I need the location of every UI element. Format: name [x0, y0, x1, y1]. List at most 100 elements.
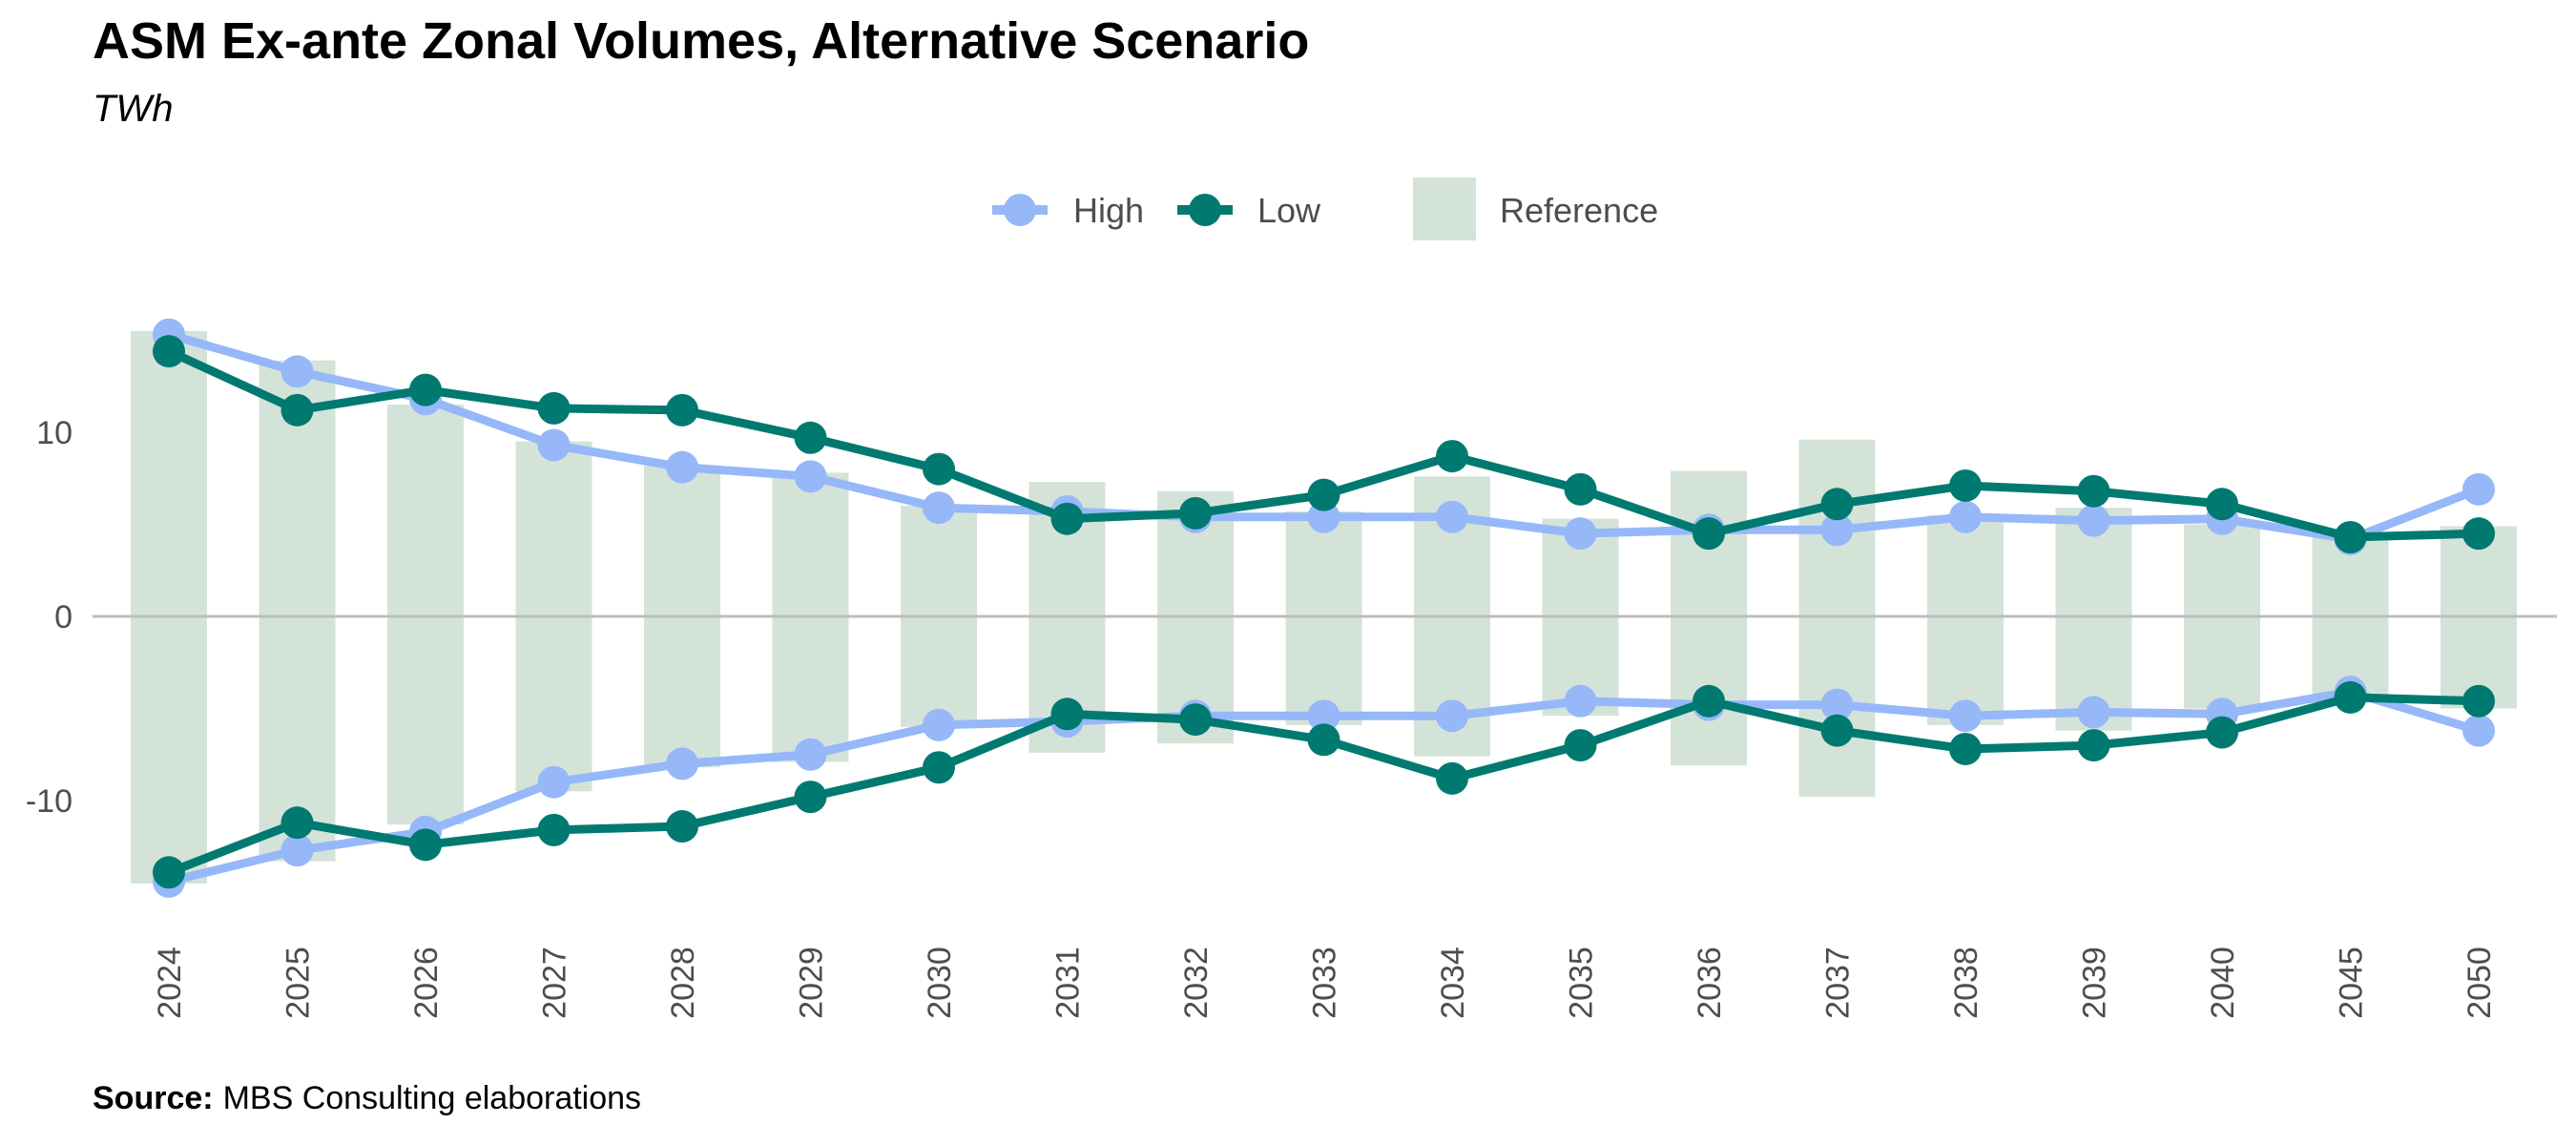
- point-low-upper-2028: [666, 393, 698, 427]
- x-tick-label-2045: 2045: [2334, 947, 2370, 1019]
- point-high-lower-2039: [2077, 696, 2110, 729]
- x-tick-label-2031: 2031: [1050, 947, 1087, 1019]
- point-low-lower-2040: [2206, 716, 2238, 749]
- point-high-upper-2050: [2462, 472, 2495, 506]
- point-high-lower-2028: [666, 747, 698, 781]
- y-tick-label: 0: [54, 599, 73, 635]
- series-low: [153, 335, 2495, 889]
- point-high-lower-2029: [794, 738, 827, 771]
- point-high-lower-2027: [537, 765, 571, 799]
- x-tick-label-2033: 2033: [1307, 947, 1343, 1019]
- point-high-lower-2035: [1564, 684, 1597, 718]
- point-low-upper-2026: [409, 373, 442, 406]
- point-low-upper-2029: [794, 421, 827, 454]
- point-low-lower-2037: [1820, 714, 1854, 747]
- point-low-upper-2034: [1436, 440, 1468, 473]
- point-low-upper-2038: [1949, 468, 1982, 502]
- reference-bar-2039: [2055, 508, 2132, 731]
- x-tick-label-2038: 2038: [1948, 947, 1984, 1019]
- legend-reference-label: Reference: [1500, 191, 1658, 230]
- legend-item-low: Low: [1177, 191, 1321, 230]
- x-tick-label-2040: 2040: [2205, 947, 2241, 1019]
- point-high-upper-2039: [2077, 504, 2110, 537]
- point-high-lower-2037: [1820, 688, 1854, 721]
- legend-high-marker: [1004, 194, 1036, 226]
- point-low-upper-2037: [1820, 488, 1854, 521]
- legend-low-marker: [1189, 194, 1221, 226]
- x-tick-label-2024: 2024: [152, 947, 188, 1019]
- x-tick-label-2034: 2034: [1435, 947, 1471, 1019]
- point-low-lower-2024: [153, 856, 185, 889]
- point-high-lower-2038: [1949, 699, 1982, 733]
- legend-low-label: Low: [1257, 191, 1321, 230]
- point-low-lower-2038: [1949, 732, 1982, 765]
- point-low-lower-2033: [1307, 723, 1340, 757]
- reference-bars: [131, 330, 2517, 884]
- point-low-lower-2035: [1564, 729, 1597, 762]
- point-low-upper-2027: [537, 391, 571, 425]
- point-low-upper-2040: [2206, 488, 2238, 521]
- point-high-lower-2034: [1436, 699, 1468, 733]
- point-high-upper-2037: [1820, 513, 1854, 547]
- y-tick-label: -10: [26, 783, 73, 820]
- legend-item-high: High: [992, 191, 1144, 230]
- point-low-upper-2036: [1693, 517, 1725, 551]
- point-low-lower-2039: [2077, 729, 2110, 762]
- point-high-lower-2050: [2462, 714, 2495, 747]
- y-tick-label: 10: [36, 415, 73, 451]
- point-low-upper-2030: [923, 452, 955, 486]
- legend: High Low Reference: [992, 177, 1658, 240]
- point-low-lower-2026: [409, 828, 442, 862]
- legend-item-reference: Reference: [1413, 177, 1658, 240]
- reference-bar-2024: [131, 330, 207, 884]
- chart-subtitle: TWh: [93, 88, 173, 130]
- x-tick-label-2028: 2028: [665, 947, 701, 1019]
- reference-bar-2026: [387, 405, 464, 825]
- plot-area: -10 0 10 2024 2025 2026 2027 2028 2029 2030 2031 20…: [26, 318, 2557, 1019]
- legend-reference-swatch: [1413, 177, 1476, 240]
- point-low-lower-2029: [794, 781, 827, 814]
- point-low-lower-2050: [2462, 684, 2495, 718]
- reference-bar-2025: [259, 360, 336, 862]
- x-tick-label-2025: 2025: [280, 947, 317, 1019]
- x-tick-label-2027: 2027: [537, 947, 573, 1019]
- point-low-upper-2025: [280, 393, 314, 427]
- x-tick-label-2029: 2029: [794, 947, 830, 1019]
- point-high-upper-2038: [1949, 500, 1982, 533]
- point-low-lower-2028: [666, 810, 698, 843]
- x-tick-label-2050: 2050: [2462, 947, 2498, 1019]
- x-tick-label-2026: 2026: [408, 947, 445, 1019]
- x-tick-label-2032: 2032: [1178, 947, 1215, 1019]
- reference-bar-2038: [1927, 514, 2004, 725]
- reference-bar-2033: [1285, 510, 1362, 725]
- point-high-upper-2029: [794, 460, 827, 493]
- x-tick-label-2036: 2036: [1692, 947, 1728, 1019]
- x-tick-label-2035: 2035: [1564, 947, 1600, 1019]
- point-high-upper-2028: [666, 450, 698, 484]
- point-high-upper-2027: [537, 428, 571, 462]
- point-high-lower-2033: [1307, 699, 1340, 733]
- source-label: Source:: [93, 1080, 214, 1116]
- point-low-lower-2025: [280, 806, 314, 840]
- point-low-lower-2027: [537, 813, 571, 846]
- point-low-upper-2033: [1307, 478, 1340, 511]
- point-low-upper-2024: [153, 335, 185, 368]
- point-low-upper-2039: [2077, 474, 2110, 508]
- source-text: MBS Consulting elaborations: [223, 1080, 641, 1116]
- point-low-lower-2032: [1179, 703, 1212, 737]
- point-high-upper-2034: [1436, 500, 1468, 533]
- chart-title: ASM Ex-ante Zonal Volumes, Alternative S…: [93, 12, 1309, 70]
- point-low-upper-2031: [1050, 502, 1084, 535]
- source-note: Source: MBS Consulting elaborations: [93, 1080, 641, 1116]
- point-low-upper-2050: [2462, 517, 2495, 551]
- x-tick-label-2039: 2039: [2077, 947, 2113, 1019]
- point-low-upper-2032: [1179, 496, 1212, 530]
- x-tick-label-2030: 2030: [922, 947, 958, 1019]
- point-low-lower-2036: [1693, 684, 1725, 718]
- point-low-lower-2034: [1436, 761, 1468, 795]
- point-low-upper-2045: [2334, 521, 2367, 554]
- point-high-lower-2025: [280, 834, 314, 867]
- legend-high-label: High: [1073, 191, 1144, 230]
- point-low-lower-2030: [923, 751, 955, 784]
